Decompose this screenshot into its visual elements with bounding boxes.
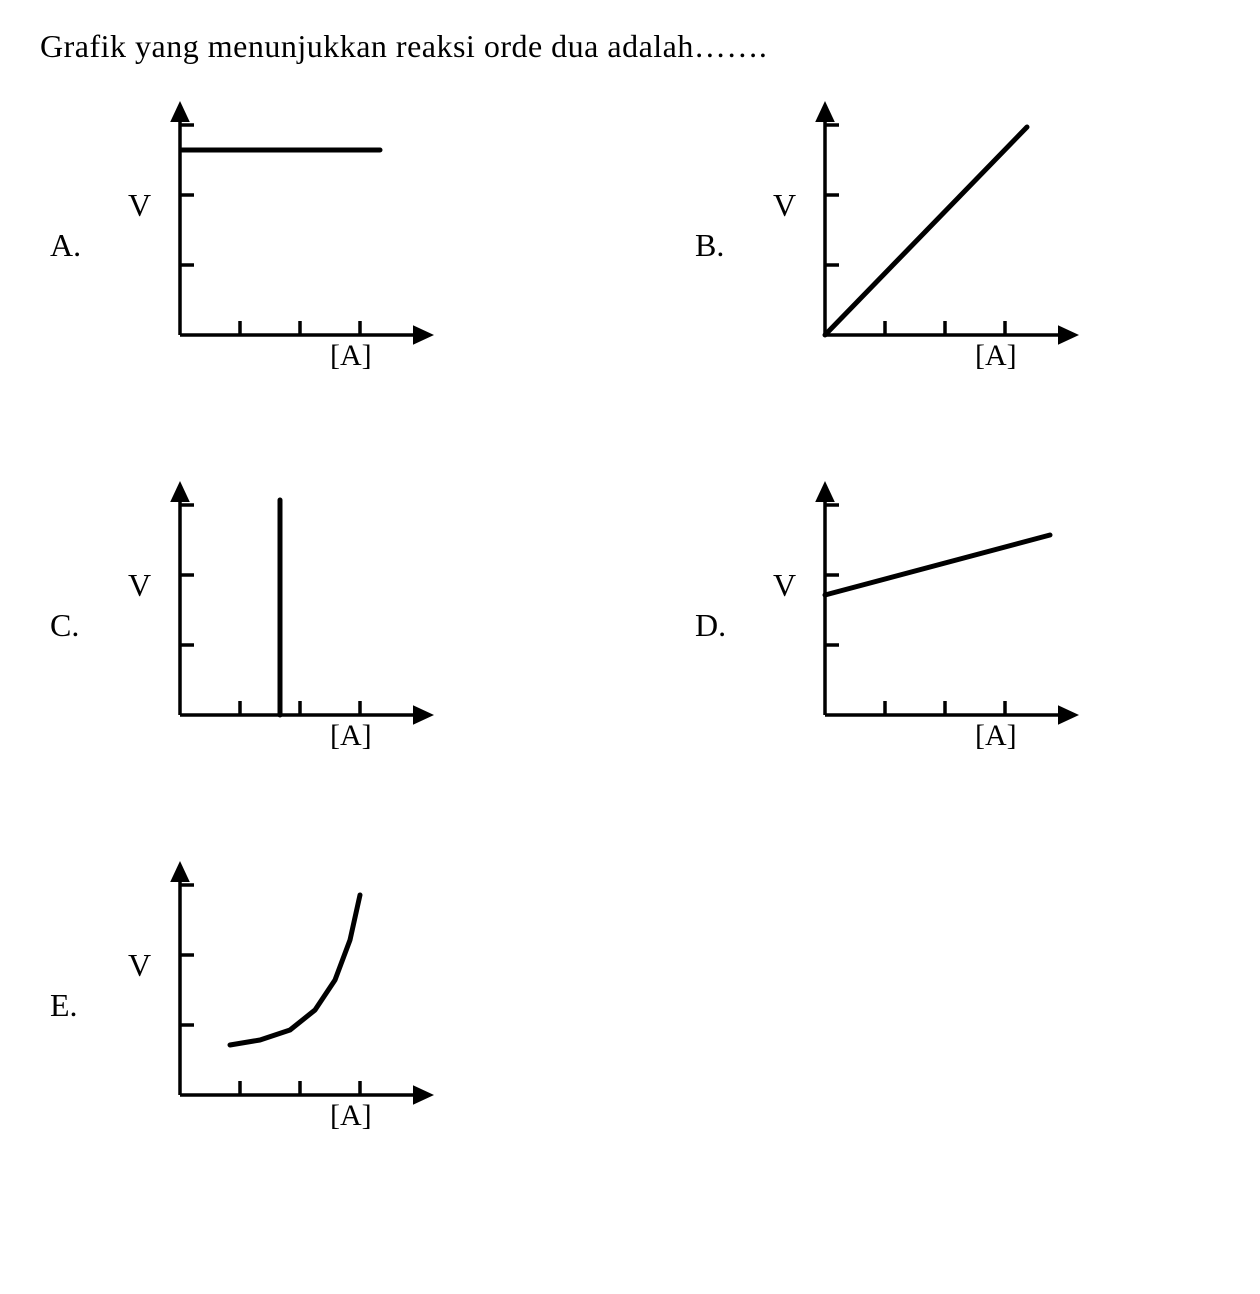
chart-e: V [A] [120,855,440,1155]
option-a: A. V [A] [50,95,575,395]
x-axis-label: [A] [330,719,372,753]
y-axis-label: V [773,567,796,604]
chart-d: V [A] [765,475,1085,775]
y-axis-label: V [773,187,796,224]
option-b-label: B. [695,227,735,264]
chart-a: V [A] [120,95,440,395]
y-axis-label: V [128,947,151,984]
chart-e-svg [120,855,440,1155]
option-d-label: D. [695,607,735,644]
x-axis-label: [A] [330,1099,372,1133]
chart-a-svg [120,95,440,395]
question-text: Grafik yang menunjukkan reaksi orde dua … [40,28,1220,65]
option-b: B. V [A] [695,95,1220,395]
option-c: C. V [A] [50,475,575,775]
x-axis-label: [A] [975,339,1017,373]
chart-b-svg [765,95,1085,395]
option-e: E. V [A] [50,855,575,1155]
options-grid: A. V [A] B. V [A] [50,95,1220,1155]
chart-c-svg [120,475,440,775]
chart-d-svg [765,475,1085,775]
x-axis-label: [A] [975,719,1017,753]
chart-b: V [A] [765,95,1085,395]
chart-c: V [A] [120,475,440,775]
y-axis-label: V [128,187,151,224]
option-c-label: C. [50,607,90,644]
option-e-label: E. [50,987,90,1024]
option-d: D. V [A] [695,475,1220,775]
y-axis-label: V [128,567,151,604]
x-axis-label: [A] [330,339,372,373]
option-a-label: A. [50,227,90,264]
